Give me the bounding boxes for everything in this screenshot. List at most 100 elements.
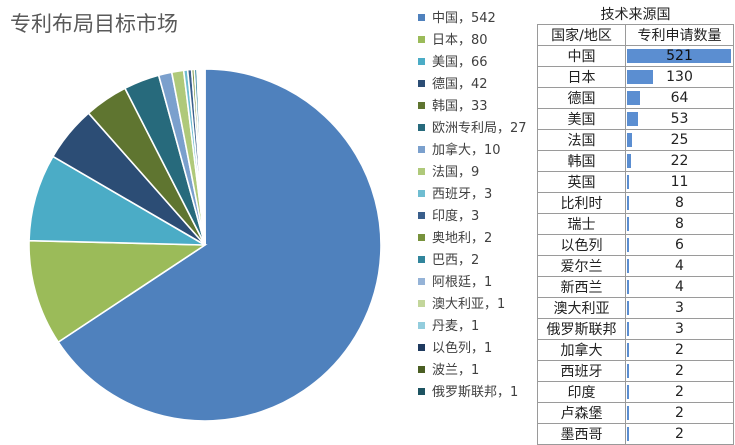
count-cell: 11 xyxy=(625,171,734,193)
legend-swatch xyxy=(418,124,425,131)
country-cell: 比利时 xyxy=(537,192,626,214)
legend-item: 西班牙，3 xyxy=(418,186,492,204)
legend-item: 美国，66 xyxy=(418,54,488,72)
country-cell: 法国 xyxy=(537,129,626,151)
legend-swatch xyxy=(418,344,425,351)
count-value: 3 xyxy=(675,300,684,316)
table-row: 美国 53 xyxy=(537,108,734,130)
legend-label: 波兰，1 xyxy=(432,363,480,378)
legend-item: 俄罗斯联邦，1 xyxy=(418,384,518,402)
table-row: 瑞士 8 xyxy=(537,213,734,235)
data-bar xyxy=(627,70,653,84)
count-value: 130 xyxy=(666,69,693,85)
legend-swatch xyxy=(418,278,425,285)
count-cell: 4 xyxy=(625,276,734,298)
data-bar xyxy=(627,280,629,294)
country-cell: 美国 xyxy=(537,108,626,130)
legend-swatch xyxy=(418,234,425,241)
legend-label: 德国，42 xyxy=(432,77,488,92)
data-bar xyxy=(627,259,629,273)
count-value: 4 xyxy=(675,279,684,295)
legend-label: 韩国，33 xyxy=(432,99,488,114)
source-country-table: 技术来源国 国家/地区 专利申请数量 中国 521 日本 130 德国 64 美国 53 法国 2… xyxy=(537,4,734,445)
legend-item: 加拿大，10 xyxy=(418,142,501,160)
data-bar xyxy=(627,322,629,336)
data-bar xyxy=(627,133,632,147)
legend-item: 丹麦，1 xyxy=(418,318,479,336)
data-bar xyxy=(627,238,629,252)
country-cell: 墨西哥 xyxy=(537,423,626,445)
legend-swatch xyxy=(418,256,425,263)
legend-swatch xyxy=(418,300,425,307)
count-cell: 2 xyxy=(625,423,734,445)
legend-label: 美国，66 xyxy=(432,55,488,70)
legend-item: 欧洲专利局，27 xyxy=(418,120,527,138)
column-header-country: 国家/地区 xyxy=(537,24,626,46)
table-row: 韩国 22 xyxy=(537,150,734,172)
count-value: 2 xyxy=(675,342,684,358)
count-value: 2 xyxy=(675,426,684,442)
legend-swatch xyxy=(418,102,425,109)
count-value: 11 xyxy=(670,174,689,190)
legend-label: 巴西，2 xyxy=(432,253,480,268)
table-row: 西班牙 2 xyxy=(537,360,734,382)
count-cell: 8 xyxy=(625,213,734,235)
data-bar xyxy=(627,175,630,189)
chart-title: 专利布局目标市场 xyxy=(10,12,178,36)
data-bar xyxy=(627,385,629,399)
legend-label: 法国，9 xyxy=(432,165,480,180)
legend-label: 澳大利亚，1 xyxy=(432,297,506,312)
count-value: 8 xyxy=(675,195,684,211)
table-row: 中国 521 xyxy=(537,45,734,67)
data-bar xyxy=(627,406,629,420)
legend-swatch xyxy=(418,366,425,373)
legend-swatch xyxy=(418,388,425,395)
table-row: 卢森堡 2 xyxy=(537,402,734,424)
legend-label: 印度，3 xyxy=(432,209,480,224)
table-row: 印度 2 xyxy=(537,381,734,403)
pie-slice-17 xyxy=(202,68,206,246)
table-row: 爱尔兰 4 xyxy=(537,255,734,277)
data-bar xyxy=(627,364,629,378)
country-cell: 澳大利亚 xyxy=(537,297,626,319)
count-value: 64 xyxy=(670,90,689,106)
table-row: 加拿大 2 xyxy=(537,339,734,361)
count-cell: 8 xyxy=(625,192,734,214)
count-cell: 3 xyxy=(625,318,734,340)
country-cell: 日本 xyxy=(537,66,626,88)
count-value: 8 xyxy=(675,216,684,232)
pie-slice-1 xyxy=(28,239,208,344)
legend-label: 欧洲专利局，27 xyxy=(432,121,527,136)
count-cell: 2 xyxy=(625,402,734,424)
table-row: 日本 130 xyxy=(537,66,734,88)
legend-label: 日本，80 xyxy=(432,33,488,48)
legend-swatch xyxy=(418,36,425,43)
legend-item: 波兰，1 xyxy=(418,362,479,380)
country-cell: 英国 xyxy=(537,171,626,193)
table-row: 比利时 8 xyxy=(537,192,734,214)
column-header-count: 专利申请数量 xyxy=(625,24,734,46)
legend-swatch xyxy=(418,212,425,219)
count-value: 53 xyxy=(670,111,689,127)
count-cell: 2 xyxy=(625,360,734,382)
legend-item: 奥地利，2 xyxy=(418,230,492,248)
data-bar xyxy=(627,49,731,63)
count-value: 25 xyxy=(670,132,689,148)
pie-slice-2 xyxy=(28,155,206,246)
legend-label: 西班牙，3 xyxy=(432,187,493,202)
legend-label: 阿根廷，1 xyxy=(432,275,493,290)
table-row: 德国 64 xyxy=(537,87,734,109)
count-cell: 2 xyxy=(625,339,734,361)
count-cell: 4 xyxy=(625,255,734,277)
data-bar xyxy=(627,427,629,441)
legend-item: 巴西，2 xyxy=(418,252,479,270)
table-row: 澳大利亚 3 xyxy=(537,297,734,319)
count-value: 3 xyxy=(675,321,684,337)
legend-item: 德国，42 xyxy=(418,76,488,94)
count-value: 2 xyxy=(675,405,684,421)
count-value: 521 xyxy=(666,48,693,64)
country-cell: 以色列 xyxy=(537,234,626,256)
count-cell: 521 xyxy=(625,45,734,67)
country-cell: 加拿大 xyxy=(537,339,626,361)
country-cell: 德国 xyxy=(537,87,626,109)
